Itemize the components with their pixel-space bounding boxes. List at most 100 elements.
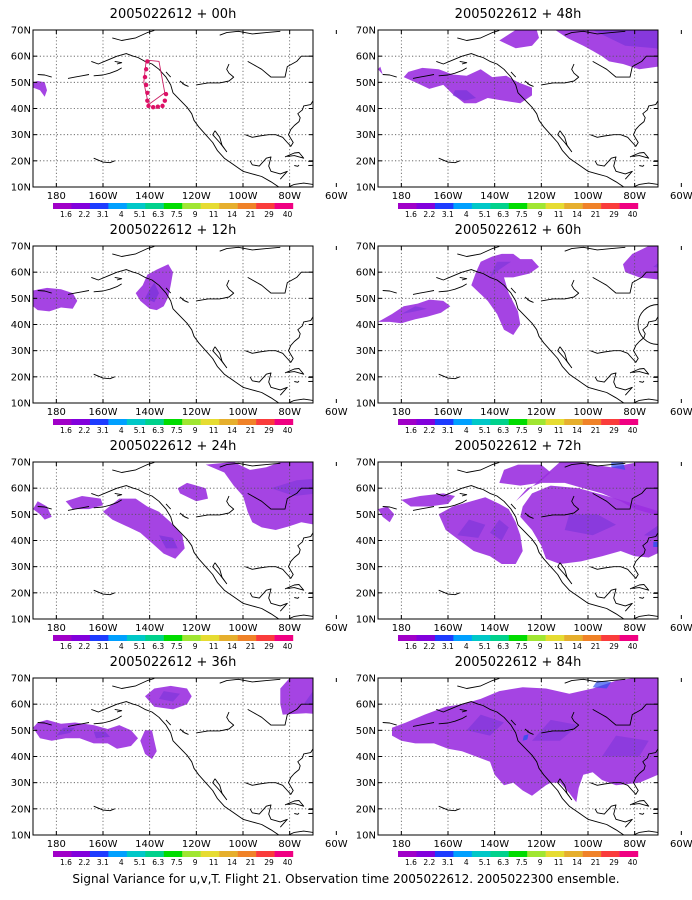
coastline bbox=[67, 506, 90, 511]
colorbar-swatch bbox=[237, 635, 257, 641]
coastline bbox=[629, 152, 650, 159]
colorbar-label: 2.2 bbox=[78, 858, 90, 867]
latitude-tick-label: 20N bbox=[11, 804, 31, 815]
longitude-tick-label: 80W bbox=[278, 839, 301, 850]
longitude-tick-label: 120W bbox=[182, 407, 211, 418]
colorbar-label: 2.2 bbox=[423, 858, 435, 867]
colorbar-swatch bbox=[582, 851, 602, 857]
colorbar-swatch bbox=[545, 419, 565, 425]
panel-title: 2005022612 + 00h bbox=[110, 7, 237, 22]
coastline bbox=[594, 156, 633, 180]
figure-caption: Signal Variance for u,v,T. Flight 21. Ob… bbox=[72, 872, 620, 886]
coastline bbox=[459, 60, 468, 65]
colorbar-swatch bbox=[256, 203, 275, 209]
coastline bbox=[541, 63, 580, 86]
colorbar-label: 1.6 bbox=[60, 642, 72, 651]
variance-region bbox=[140, 730, 157, 760]
latitude-tick-label: 10N bbox=[11, 399, 31, 410]
colorbar-swatch bbox=[163, 419, 183, 425]
colorbar-label: 2.2 bbox=[78, 642, 90, 651]
colorbar-swatch bbox=[256, 419, 275, 425]
coastline bbox=[329, 301, 345, 308]
colorbar-label: 2.2 bbox=[78, 426, 90, 435]
coastline bbox=[93, 589, 115, 596]
coastline bbox=[632, 398, 658, 403]
colorbar-label: 1.6 bbox=[405, 642, 417, 651]
colorbar-label: 29 bbox=[609, 426, 619, 435]
panel-title: 2005022612 + 84h bbox=[455, 655, 582, 670]
map-panel: 2005022612 + 24h 70N 60N 50N 40N 30N 20N 10N 180… bbox=[11, 439, 348, 651]
observation-point bbox=[145, 98, 150, 103]
colorbar-swatch bbox=[527, 419, 546, 425]
coastline bbox=[219, 246, 281, 252]
coastline bbox=[459, 708, 468, 713]
colorbar-label: 4 bbox=[119, 426, 124, 435]
coastline bbox=[639, 812, 645, 815]
longitude-tick-label: 100W bbox=[229, 623, 258, 634]
observation-point bbox=[160, 103, 165, 109]
coastline bbox=[557, 346, 573, 369]
colorbar-label: 9 bbox=[193, 210, 198, 219]
longitude-tick-label: 100W bbox=[574, 191, 603, 202]
colorbar-label: 14 bbox=[227, 858, 237, 867]
colorbar-label: 3.1 bbox=[442, 642, 454, 651]
colorbar-label: 3.1 bbox=[97, 210, 109, 219]
coastline bbox=[294, 596, 300, 599]
colorbar-swatch bbox=[416, 419, 436, 425]
variance-region bbox=[522, 734, 529, 741]
longitude-tick-label: 160W bbox=[434, 191, 463, 202]
coastline bbox=[382, 506, 397, 510]
longitude-tick-label: 80W bbox=[278, 623, 301, 634]
colorbar-swatch bbox=[508, 203, 528, 209]
latitude-tick-label: 60N bbox=[356, 484, 376, 495]
coastline bbox=[677, 692, 691, 695]
colorbar-label: 1.6 bbox=[405, 210, 417, 219]
coastline bbox=[37, 290, 52, 294]
colorbar-label: 40 bbox=[628, 426, 638, 435]
coastline bbox=[438, 499, 467, 509]
variance-region bbox=[471, 253, 539, 335]
latitude-tick-label: 50N bbox=[11, 294, 31, 305]
coastline bbox=[592, 487, 658, 510]
colorbar-swatch bbox=[89, 203, 109, 209]
latitude-tick-label: 70N bbox=[356, 242, 376, 253]
coastline bbox=[632, 614, 658, 619]
colorbar-swatch bbox=[434, 635, 454, 641]
coastline bbox=[179, 80, 189, 87]
coastline bbox=[510, 503, 517, 510]
colorbar: 1.6 2.2 3.1 4 5.1 6.3 7.5 9 11 14 21 29 40 bbox=[398, 851, 639, 867]
colorbar-swatch bbox=[200, 203, 220, 209]
colorbar-label: 6.3 bbox=[497, 426, 509, 435]
panel-title: 2005022612 + 12h bbox=[110, 223, 237, 238]
latitude-tick-label: 20N bbox=[356, 588, 376, 599]
longitude-tick-label: 80W bbox=[623, 191, 646, 202]
coastline bbox=[245, 729, 313, 795]
latitude-tick-label: 20N bbox=[356, 372, 376, 383]
colorbar-swatch bbox=[200, 419, 220, 425]
colorbar-label: 11 bbox=[554, 642, 564, 651]
longitude-tick-label: 140W bbox=[135, 407, 164, 418]
observation-point bbox=[142, 74, 148, 80]
latitude-tick-label: 20N bbox=[11, 156, 31, 167]
colorbar-label: 29 bbox=[264, 210, 274, 219]
coastline bbox=[247, 271, 313, 294]
coastline bbox=[93, 283, 122, 293]
colorbar: 1.6 2.2 3.1 4 5.1 6.3 7.5 9 11 14 21 29 40 bbox=[53, 203, 294, 219]
map-panel: 2005022612 + 12h 70N 60N 50N 40N 30N 20N 10N 180… bbox=[11, 223, 348, 435]
colorbar-label: 14 bbox=[227, 426, 237, 435]
coastline bbox=[249, 156, 288, 180]
map-panel: 2005022612 + 84h 70N 60N 50N 40N 30N 20N 10N 180… bbox=[356, 655, 692, 867]
coastline bbox=[332, 260, 346, 263]
variance-region bbox=[499, 30, 539, 49]
variance-region bbox=[271, 478, 313, 496]
coastline bbox=[287, 182, 313, 187]
latitude-tick-label: 70N bbox=[356, 458, 376, 469]
coastline bbox=[287, 614, 313, 619]
map-panel: 2005022612 + 72h 70N 60N 50N 40N 30N 20N 10N 180… bbox=[356, 439, 692, 651]
coastline bbox=[524, 728, 534, 735]
longitude-tick-label: 120W bbox=[182, 191, 211, 202]
colorbar-label: 40 bbox=[628, 642, 638, 651]
longitude-tick-label: 100W bbox=[229, 191, 258, 202]
colorbar-swatch bbox=[274, 203, 294, 209]
colorbar-swatch bbox=[108, 851, 128, 857]
